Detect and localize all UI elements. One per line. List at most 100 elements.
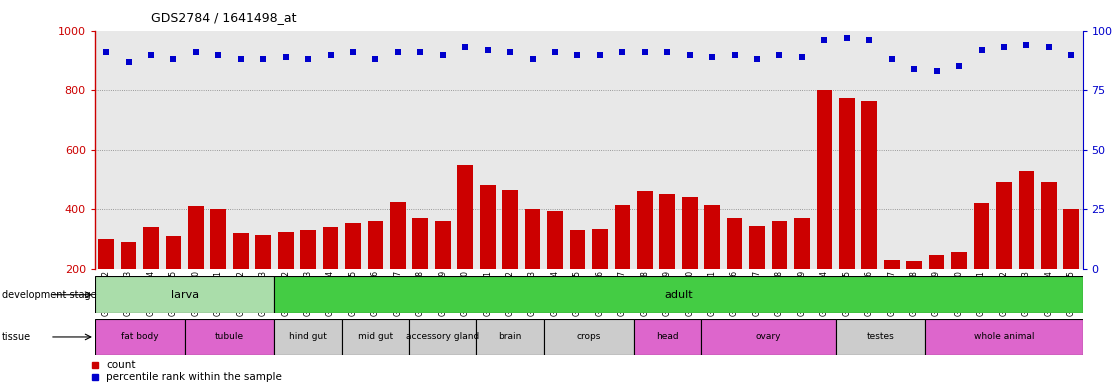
Bar	[278, 232, 294, 269]
Point	[793, 54, 811, 60]
Bar	[704, 205, 720, 269]
Bar	[884, 260, 899, 269]
Text: percentile rank within the sample: percentile rank within the sample	[106, 372, 282, 382]
Text: crops: crops	[577, 333, 600, 341]
Bar	[569, 230, 585, 269]
Bar	[839, 98, 855, 269]
Point	[142, 51, 160, 58]
Point	[523, 56, 541, 62]
Bar	[543, 319, 634, 355]
Point	[860, 37, 878, 43]
Point	[995, 44, 1013, 50]
Text: fat body: fat body	[121, 333, 158, 341]
Point	[614, 49, 632, 55]
Bar	[275, 319, 341, 355]
Bar	[749, 226, 764, 269]
Bar	[929, 255, 944, 269]
Bar	[637, 192, 653, 269]
Bar	[95, 319, 184, 355]
Bar	[951, 252, 966, 269]
Point	[501, 49, 519, 55]
Text: whole animal: whole animal	[973, 333, 1035, 341]
Point	[950, 63, 968, 70]
Text: head: head	[656, 333, 679, 341]
Point	[164, 56, 182, 62]
Point	[816, 37, 834, 43]
Point	[389, 49, 407, 55]
Bar	[477, 319, 543, 355]
Bar	[817, 90, 833, 269]
Point	[1040, 44, 1058, 50]
Point	[546, 49, 564, 55]
Point	[681, 51, 699, 58]
Point	[187, 49, 205, 55]
Text: testes: testes	[867, 333, 894, 341]
Point	[770, 51, 788, 58]
Bar	[925, 319, 1083, 355]
Bar	[660, 194, 675, 269]
Bar	[547, 211, 562, 269]
Bar	[795, 218, 810, 269]
Bar	[256, 235, 271, 269]
Point	[972, 47, 990, 53]
Text: development stage: development stage	[2, 290, 97, 300]
Point	[456, 44, 474, 50]
Bar	[300, 230, 316, 269]
Bar	[323, 227, 338, 269]
Bar	[187, 206, 204, 269]
Bar	[525, 209, 540, 269]
Bar	[701, 319, 836, 355]
Point	[725, 51, 743, 58]
Point	[479, 47, 497, 53]
Point	[1018, 42, 1036, 48]
Bar	[211, 209, 227, 269]
Bar	[997, 182, 1012, 269]
Text: accessory gland: accessory gland	[406, 333, 480, 341]
Point	[703, 54, 721, 60]
Bar	[480, 185, 496, 269]
Bar	[98, 239, 114, 269]
Text: brain: brain	[499, 333, 522, 341]
Bar	[682, 197, 698, 269]
Bar	[634, 319, 701, 355]
Point	[636, 49, 654, 55]
Bar	[906, 262, 922, 269]
Point	[838, 35, 856, 41]
Point	[277, 54, 295, 60]
Bar	[95, 276, 275, 313]
Point	[748, 56, 766, 62]
Point	[658, 49, 676, 55]
Bar	[1041, 182, 1057, 269]
Bar	[502, 190, 518, 269]
Text: tissue: tissue	[2, 332, 31, 342]
Point	[119, 59, 137, 65]
Text: ovary: ovary	[756, 333, 781, 341]
Bar	[341, 319, 410, 355]
Bar	[345, 223, 360, 269]
Point	[927, 68, 945, 74]
Bar	[973, 204, 990, 269]
Point	[591, 51, 609, 58]
Bar	[615, 205, 631, 269]
Bar	[413, 218, 429, 269]
Bar	[593, 228, 608, 269]
Point	[568, 51, 586, 58]
Text: larva: larva	[171, 290, 199, 300]
Bar	[435, 221, 451, 269]
Bar	[233, 233, 249, 269]
Bar	[367, 221, 383, 269]
Bar	[410, 319, 477, 355]
Point	[254, 56, 272, 62]
Bar	[862, 101, 877, 269]
Bar	[1019, 170, 1035, 269]
Bar	[771, 221, 788, 269]
Bar	[165, 236, 181, 269]
Bar	[458, 165, 473, 269]
Point	[232, 56, 250, 62]
Bar	[389, 202, 406, 269]
Bar	[121, 242, 136, 269]
Text: count: count	[106, 359, 135, 370]
Bar	[275, 276, 1083, 313]
Point	[321, 51, 339, 58]
Text: tubule: tubule	[215, 333, 244, 341]
